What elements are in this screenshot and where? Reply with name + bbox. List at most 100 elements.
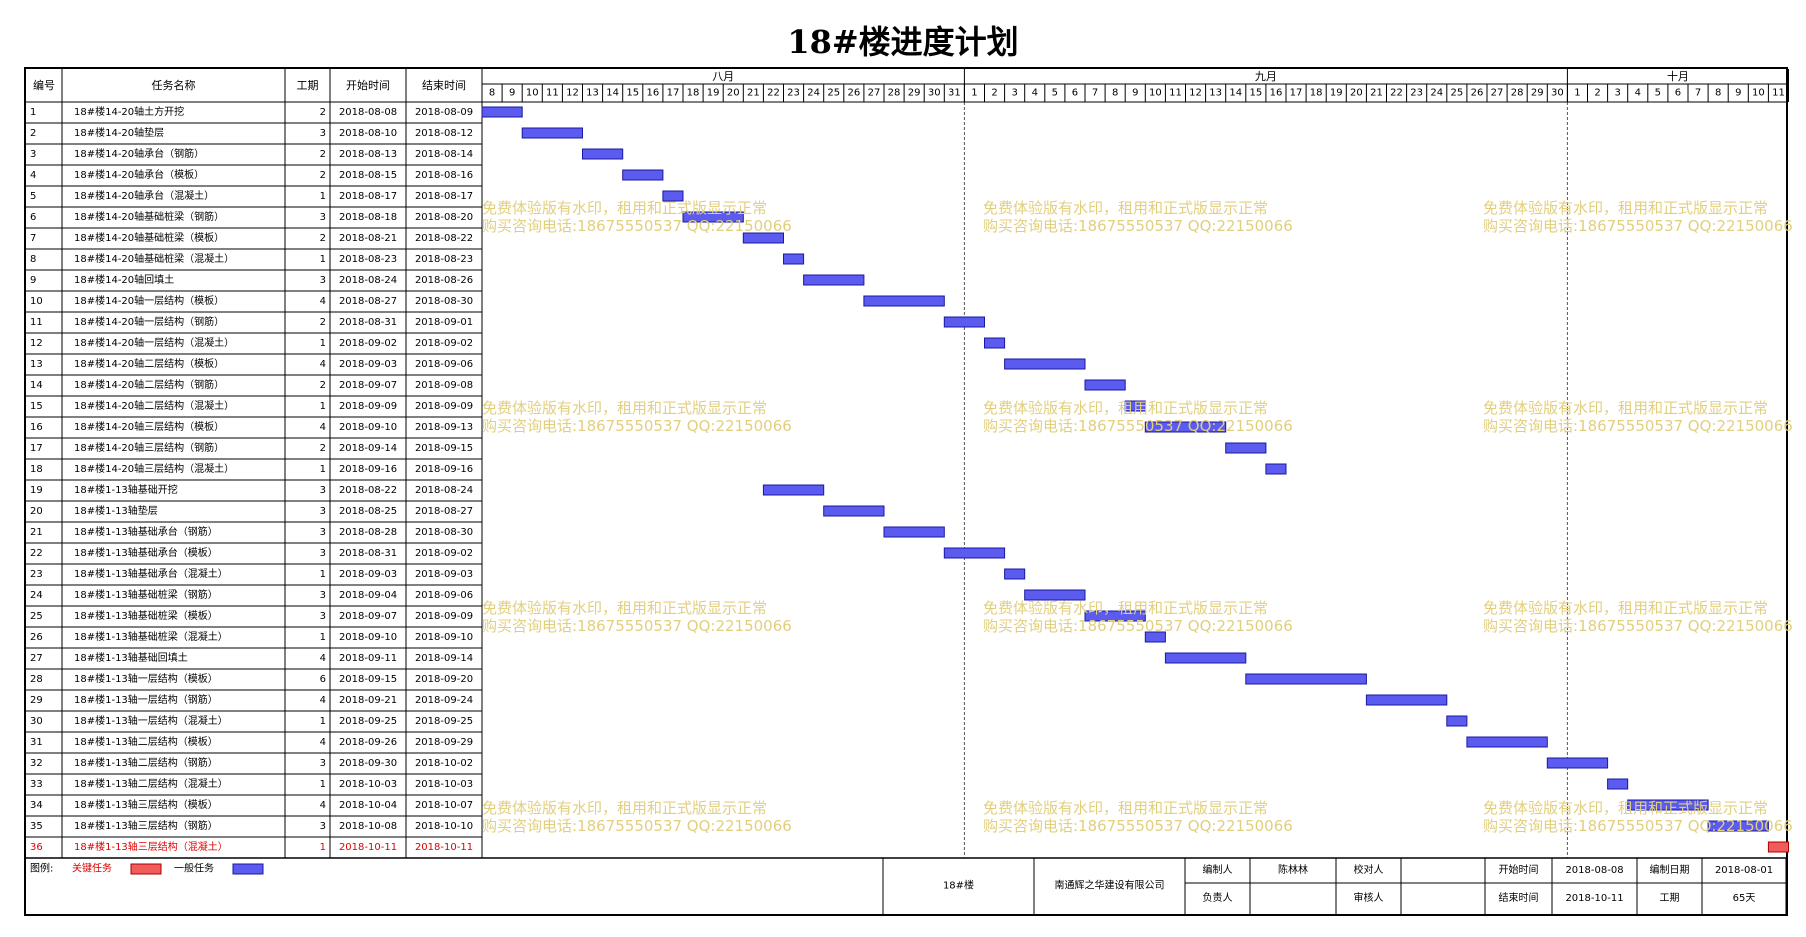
- watermark-line-1: 免费体验版有水印，租用和正式版显示正常: [1483, 399, 1769, 417]
- day-label: 4: [1032, 88, 1038, 99]
- task-name: 18#楼1-13轴三层结构（钢筋）: [74, 819, 218, 832]
- watermark-line-1: 免费体验版有水印，租用和正式版显示正常: [482, 399, 768, 417]
- watermark-line-1: 免费体验版有水印，租用和正式版显示正常: [1483, 799, 1769, 817]
- task-duration: 1: [320, 779, 326, 790]
- task-name: 18#楼1-13轴三层结构（模板）: [74, 798, 218, 811]
- day-label: 30: [1551, 88, 1564, 99]
- task-id: 9: [30, 275, 36, 286]
- footer-compiler: 陈林林: [1278, 863, 1308, 876]
- task-name: 18#楼14-20轴基础桩梁（混凝土）: [74, 252, 234, 265]
- task-start: 2018-08-24: [339, 275, 397, 286]
- task-bar: [1144, 631, 1166, 643]
- task-id: 19: [30, 485, 43, 496]
- day-label: 11: [1772, 88, 1785, 99]
- task-name: 18#楼1-13轴二层结构（模板）: [74, 735, 218, 748]
- task-bar: [1245, 673, 1367, 685]
- header-name: 任务名称: [152, 78, 196, 92]
- watermark-line-2: 购买咨询电话:18675550537 QQ:22150066: [482, 217, 792, 235]
- task-duration: 3: [320, 590, 326, 601]
- footer-reviewer-label: 审核人: [1354, 891, 1384, 904]
- task-bar: [1365, 694, 1448, 706]
- day-label: 4: [1635, 88, 1641, 99]
- task-duration: 3: [320, 821, 326, 832]
- task-name: 18#楼14-20轴回填土: [74, 273, 174, 286]
- task-start: 2018-08-28: [339, 527, 397, 538]
- task-id: 21: [30, 527, 43, 538]
- task-end: 2018-08-30: [415, 296, 473, 307]
- day-label: 26: [1471, 88, 1484, 99]
- task-name: 18#楼1-13轴二层结构（混凝土）: [74, 777, 228, 790]
- task-start: 2018-08-18: [339, 212, 397, 223]
- task-end: 2018-08-24: [415, 485, 473, 496]
- task-end: 2018-10-11: [415, 842, 473, 853]
- task-id: 20: [30, 506, 43, 517]
- task-end: 2018-09-06: [415, 590, 473, 601]
- task-start: 2018-09-02: [339, 338, 397, 349]
- task-start: 2018-09-14: [339, 443, 397, 454]
- task-bar: [622, 169, 664, 181]
- watermark-line-2: 购买咨询电话:18675550537 QQ:22150066: [482, 617, 792, 635]
- task-end: 2018-09-16: [415, 464, 473, 475]
- task-end: 2018-08-22: [415, 233, 473, 244]
- task-name: 18#楼14-20轴一层结构（钢筋）: [74, 315, 224, 328]
- task-bar: [1004, 568, 1026, 580]
- task-duration: 4: [320, 800, 326, 811]
- task-start: 2018-09-25: [339, 716, 397, 727]
- task-end: 2018-09-06: [415, 359, 473, 370]
- task-bar: [1707, 820, 1769, 832]
- task-id: 34: [30, 800, 43, 811]
- watermark-text: 免费体验版有水印，租用和正式版显示正常 购买咨询电话:18675550537 QQ…: [1483, 799, 1793, 835]
- task-start: 2018-09-07: [339, 380, 397, 391]
- task-start: 2018-09-21: [339, 695, 397, 706]
- watermark-line-1: 免费体验版有水印，租用和正式版显示正常: [482, 199, 768, 217]
- task-bar: [662, 190, 684, 202]
- task-id: 13: [30, 359, 43, 370]
- footer-duration-label: 工期: [1660, 892, 1680, 904]
- day-label: 27: [1491, 88, 1504, 99]
- day-label: 5: [1655, 88, 1661, 99]
- day-label: 15: [1249, 88, 1262, 99]
- task-name: 18#楼1-13轴基础回填土: [74, 651, 188, 664]
- task-duration: 1: [320, 632, 326, 643]
- day-label: 8: [1715, 88, 1721, 99]
- task-duration: 4: [320, 296, 326, 307]
- task-end: 2018-08-30: [415, 527, 473, 538]
- task-name: 18#楼1-13轴基础开挖: [74, 483, 178, 496]
- task-id: 35: [30, 821, 43, 832]
- day-label: 17: [667, 88, 680, 99]
- task-bar: [984, 337, 1006, 349]
- task-start: 2018-09-11: [339, 653, 397, 664]
- task-end: 2018-08-26: [415, 275, 473, 286]
- task-start: 2018-08-22: [339, 485, 397, 496]
- day-label: 29: [1531, 88, 1544, 99]
- day-label: 8: [489, 88, 495, 99]
- task-start: 2018-10-11: [339, 842, 397, 853]
- day-label: 20: [727, 88, 740, 99]
- day-label: 27: [868, 88, 881, 99]
- day-label: 24: [1430, 88, 1443, 99]
- legend-normal-swatch: [232, 863, 264, 875]
- task-end: 2018-09-10: [415, 632, 473, 643]
- watermark-line-2: 购买咨询电话:18675550537 QQ:22150066: [983, 217, 1293, 235]
- day-label: 1: [1574, 88, 1580, 99]
- task-duration: 2: [320, 233, 326, 244]
- day-label: 1: [971, 88, 977, 99]
- task-start: 2018-09-10: [339, 632, 397, 643]
- task-start: 2018-09-10: [339, 422, 397, 433]
- task-duration: 6: [320, 674, 326, 685]
- task-end: 2018-09-02: [415, 338, 473, 349]
- task-duration: 1: [320, 254, 326, 265]
- task-id: 5: [30, 191, 36, 202]
- task-end: 2018-09-14: [415, 653, 473, 664]
- task-end: 2018-08-09: [415, 107, 473, 118]
- task-bar: [1004, 358, 1086, 370]
- watermark-line-1: 免费体验版有水印，租用和正式版显示正常: [983, 599, 1269, 617]
- task-bar: [521, 127, 584, 139]
- task-id: 17: [30, 443, 43, 454]
- task-bar: [783, 253, 805, 265]
- day-label: 15: [626, 88, 639, 99]
- task-bar: [1607, 778, 1629, 790]
- day-label: 9: [1132, 88, 1138, 99]
- task-bar: [1767, 841, 1790, 853]
- footer-date: 2018-08-01: [1715, 865, 1773, 876]
